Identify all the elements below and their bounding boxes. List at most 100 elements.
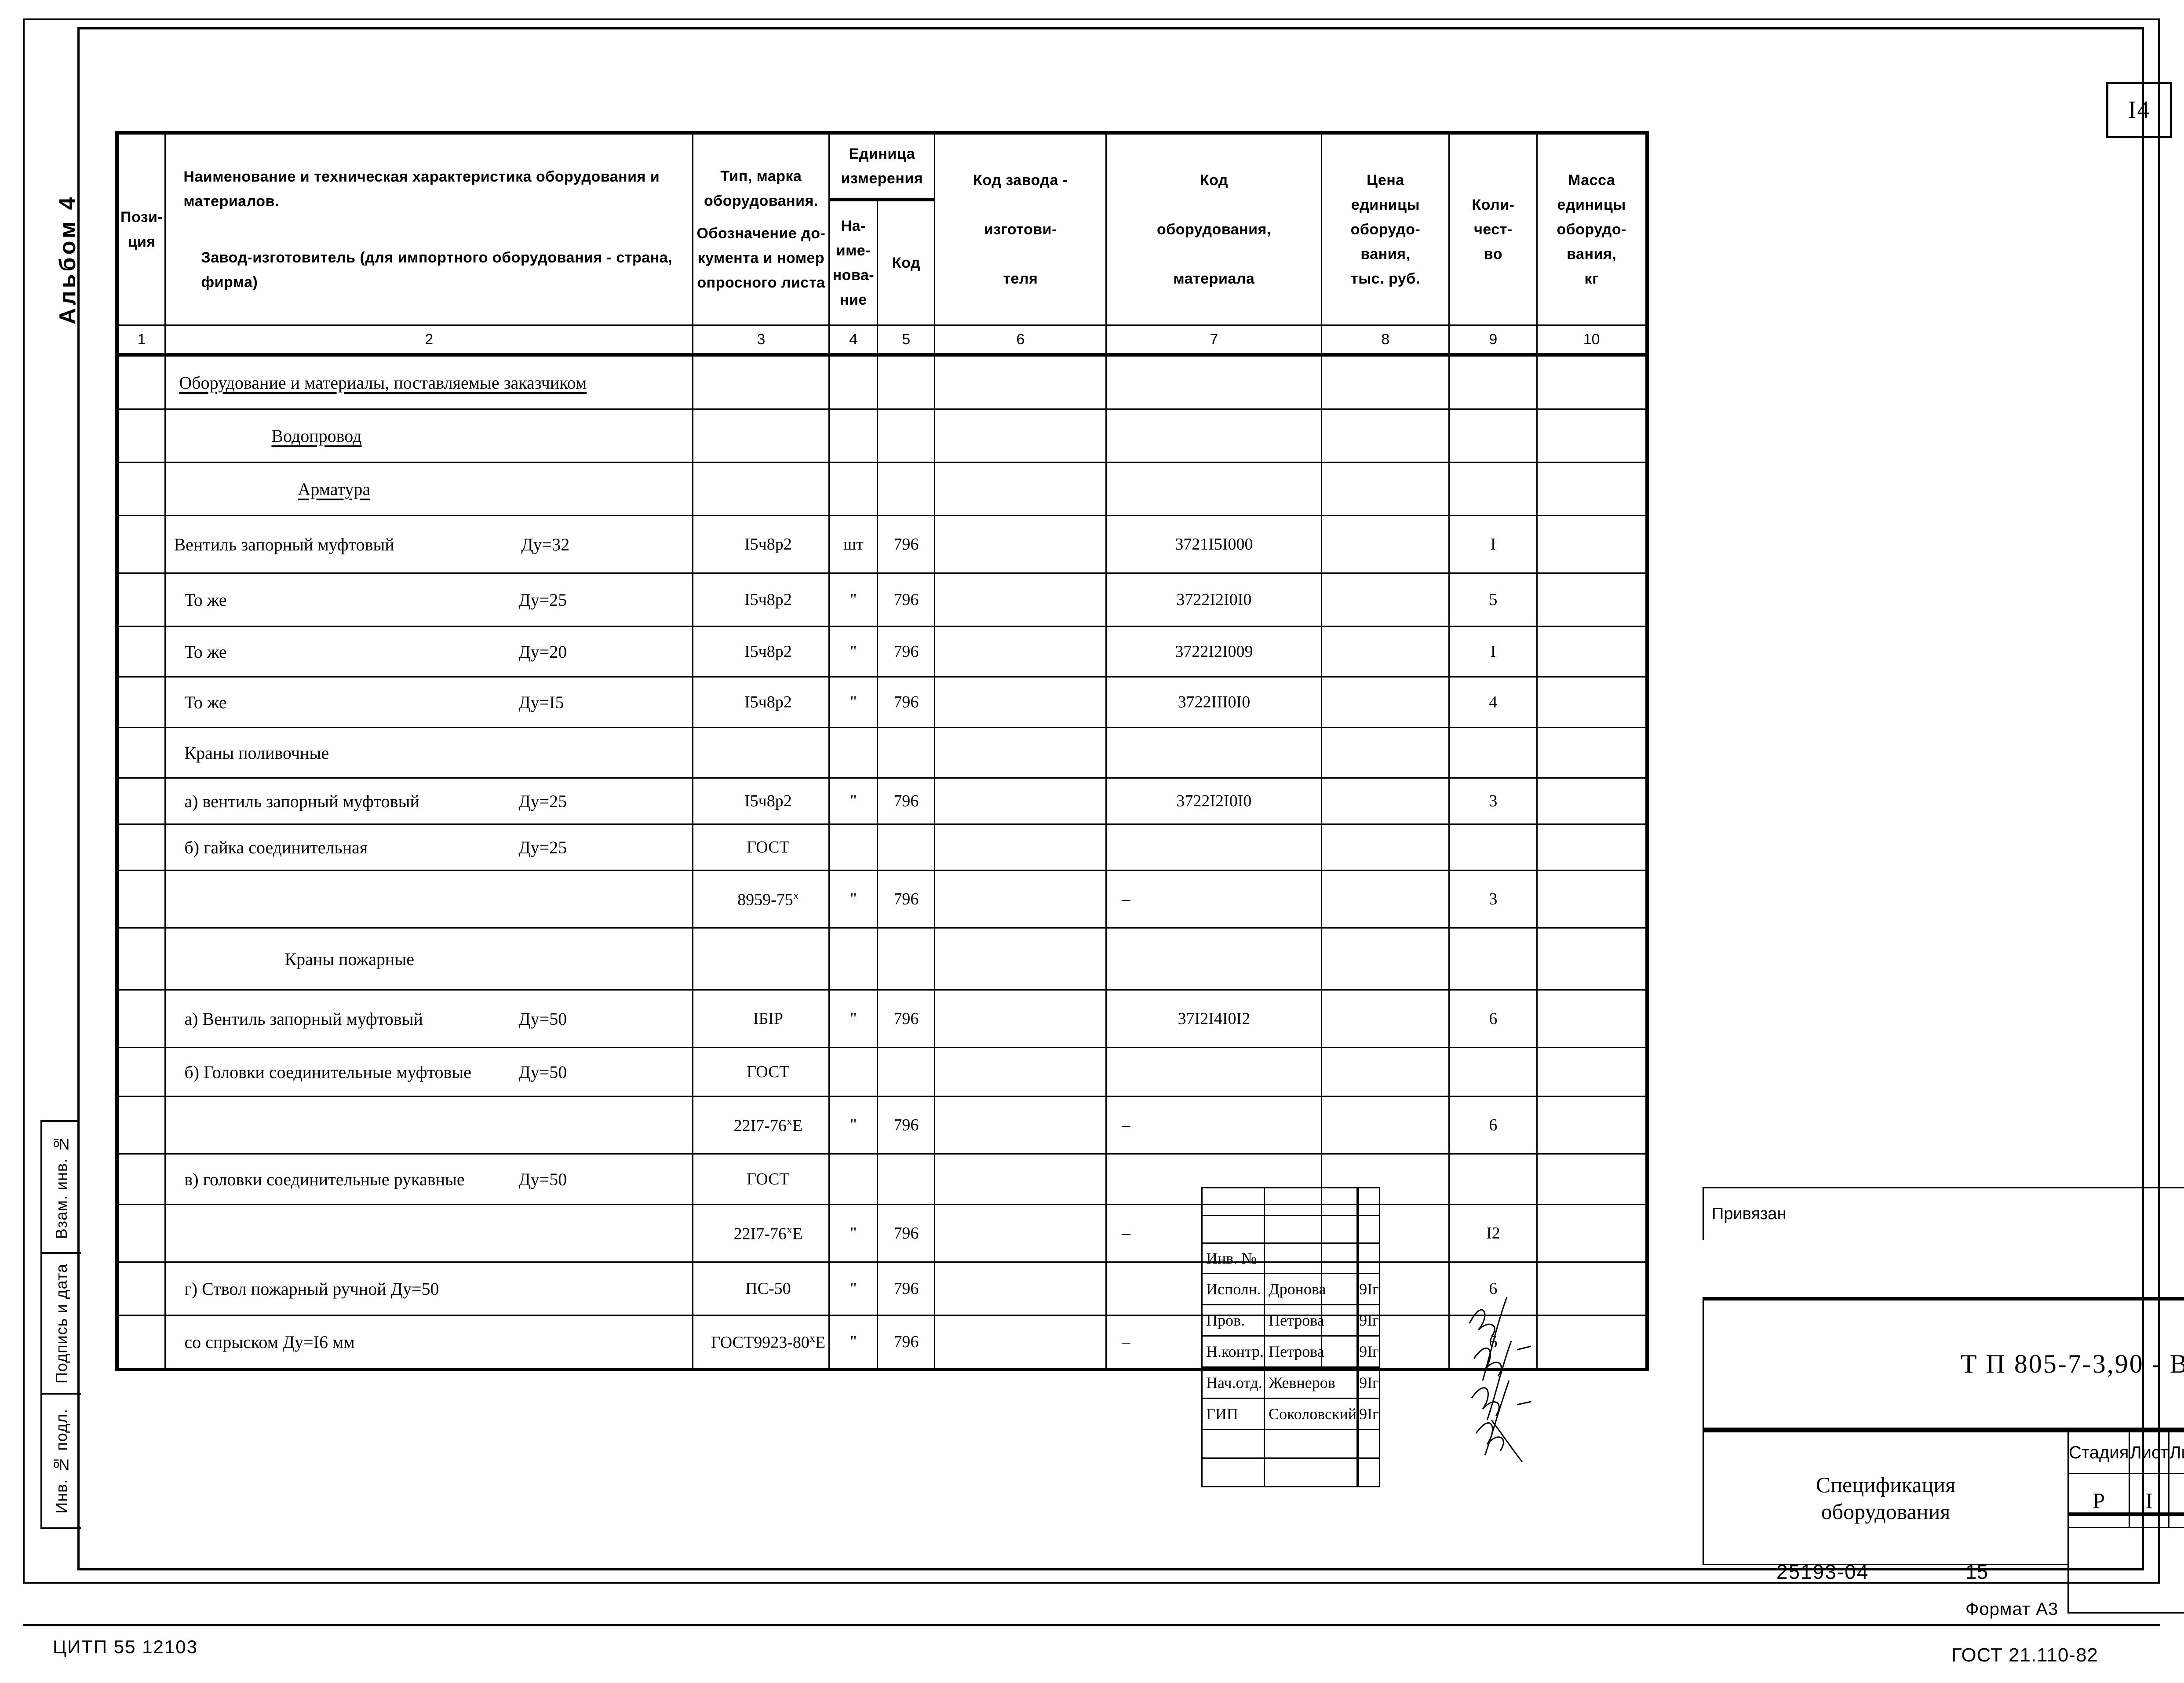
signature-year: 9Iг: [1358, 1398, 1380, 1430]
stamp-blank-cell: [1356, 1187, 1360, 1216]
nominal-diameter: Ду=32: [521, 534, 570, 554]
cell-price: [1321, 727, 1450, 779]
cell-unit-code: [877, 1047, 936, 1097]
cell-quantity: [1448, 462, 1538, 516]
signature-surname: Дронова: [1264, 1273, 1358, 1305]
cell-mass: [1536, 572, 1649, 627]
equipment-specification-table: Пози- ция Наименование и техническая хар…: [115, 131, 1649, 1371]
signature-surname: Петрова: [1264, 1304, 1358, 1337]
cell-position: [115, 927, 166, 991]
left-stamp-segment-vzam: Взам. инв. №: [42, 1122, 81, 1254]
cell-type-mark: 22I7-76хЕ: [692, 1204, 830, 1263]
cell-mass: [1536, 989, 1649, 1048]
header-quantity: Коли- чест- во: [1448, 131, 1538, 326]
signature-row: Нач.отд. Жевнеров 9Iг: [1201, 1366, 1380, 1399]
cell-type-mark: [692, 927, 830, 991]
cell-unit-name: ": [828, 1261, 879, 1316]
nominal-diameter: Ду=25: [518, 590, 567, 610]
type-mark-value: ГОСТ9923-80: [711, 1333, 809, 1352]
signature-row: Исполн. Дронова 9Iг: [1201, 1273, 1380, 1305]
item-name: Краны поливочные: [184, 743, 329, 763]
table-header-row: Пози- ция Наименование и техническая хар…: [115, 131, 1649, 326]
cell-quantity: [1448, 1153, 1538, 1205]
cell-unit-code: 796: [877, 626, 936, 678]
cell-price: [1321, 462, 1450, 516]
cell-unit-name: [828, 1153, 879, 1205]
stamp-blank-cell: [1356, 1429, 1360, 1459]
cell-quantity: 6: [1448, 1315, 1538, 1371]
page-number-box: I4: [2106, 82, 2172, 138]
signature-role: Н.контр.: [1201, 1335, 1265, 1368]
signature-mark: [1356, 1398, 1360, 1430]
table-body: Оборудование и материалы, поставляемые з…: [115, 354, 1649, 1371]
cell-name: со спрыском Ду=I6 мм: [164, 1315, 694, 1371]
cell-price: [1321, 408, 1450, 463]
cell-quantity: [1448, 927, 1538, 991]
table-row: 22I7-76хЕ " 796– I2: [115, 1204, 1649, 1263]
cell-plant-code: [934, 1153, 1107, 1205]
item-name: Краны пожарные: [284, 949, 414, 969]
cell-unit-code: 796: [877, 1315, 936, 1371]
cell-type-mark: I5ч8р2: [692, 572, 830, 627]
cell-position: [115, 1261, 166, 1316]
colnum-9: 9: [1448, 324, 1538, 357]
cell-equipment-code: 3721I5I000: [1105, 515, 1323, 574]
cell-position: [115, 1153, 166, 1205]
cell-price: [1321, 676, 1450, 728]
cell-plant-code: [934, 777, 1107, 825]
table-row: б) Головки соединительные муфтовые Ду=50 Г…: [115, 1047, 1649, 1097]
stamp-blank-cell: [1358, 1242, 1380, 1274]
cell-price: [1321, 572, 1450, 627]
cell-name: [164, 1204, 694, 1263]
cell-quantity: I2: [1448, 1204, 1538, 1263]
nominal-diameter: Ду=50: [518, 1169, 567, 1189]
cell-quantity: 3: [1448, 870, 1538, 929]
stamp-blank-cell: [1201, 1429, 1265, 1459]
type-mark-superscript: х: [793, 889, 799, 902]
cell-plant-code: [934, 989, 1107, 1048]
cell-unit-code: 796: [877, 777, 936, 825]
cell-quantity: 3: [1448, 777, 1538, 825]
cell-name: Краны пожарные: [164, 927, 694, 991]
stamp-blank-cell: [1356, 1215, 1360, 1244]
table-row: Оборудование и материалы, поставляемые з…: [115, 354, 1649, 410]
table-row: б) гайка соединительная Ду=25 ГОСТ: [115, 823, 1649, 871]
header-plant-code: Код завода - изготови- теля: [934, 131, 1107, 326]
header-unit-name: На- име- нова- ние: [828, 199, 879, 326]
cell-quantity: [1448, 408, 1538, 463]
cell-mass: [1536, 927, 1649, 991]
cell-mass: [1536, 1315, 1649, 1371]
cell-price: [1321, 515, 1450, 574]
stamp-blank-cell: [1264, 1187, 1358, 1216]
cell-unit-code: [877, 823, 936, 871]
title-block-signature-grid: Инв. № Исполн. Дронова 9Iг Пров. Петрова 9Iг Н.…: [1201, 1187, 1380, 1487]
stage-header-listov: Листов: [2168, 1429, 2184, 1474]
cell-type-mark: ГОСТ: [692, 1047, 830, 1097]
cell-price: [1321, 626, 1450, 678]
cell-unit-code: [877, 1153, 936, 1205]
item-name: Арматура: [298, 479, 371, 499]
cell-mass: [1536, 1153, 1649, 1205]
cell-type-mark: I5ч8р2: [692, 676, 830, 728]
header-position: Пози- ция: [115, 131, 166, 326]
signature-row: Пров. Петрова 9Iг: [1201, 1304, 1380, 1337]
type-mark-value: ГОСТ: [747, 838, 790, 856]
cell-unit-code: 796: [877, 1204, 936, 1263]
item-name: Вентиль запорный муфтовый: [174, 534, 394, 554]
type-mark-superscript: х: [786, 1223, 792, 1236]
table-row: Краны пожарные: [115, 927, 1649, 991]
cell-quantity: 6: [1448, 989, 1538, 1048]
table-row: г) Ствол пожарный ручной Ду=50 ПС-50 " 796 6: [115, 1261, 1649, 1316]
cell-type-mark: ГОСТ: [692, 823, 830, 871]
cell-mass: [1536, 408, 1649, 463]
cell-plant-code: [934, 626, 1107, 678]
cell-unit-code: [877, 408, 936, 463]
table-row: а) Вентиль запорный муфтовый Ду=50 IБIР " 79…: [115, 989, 1649, 1048]
cell-position: [115, 462, 166, 516]
nominal-diameter: Ду=25: [518, 837, 567, 857]
cell-name: в) головки соединительные рукавные Ду=50: [164, 1153, 694, 1205]
type-mark-value: 22I7-76: [733, 1224, 787, 1243]
cell-unit-code: 796: [877, 1096, 936, 1155]
cell-equipment-code: –: [1105, 1096, 1323, 1155]
stamp-blank-cell: [1358, 1429, 1380, 1459]
